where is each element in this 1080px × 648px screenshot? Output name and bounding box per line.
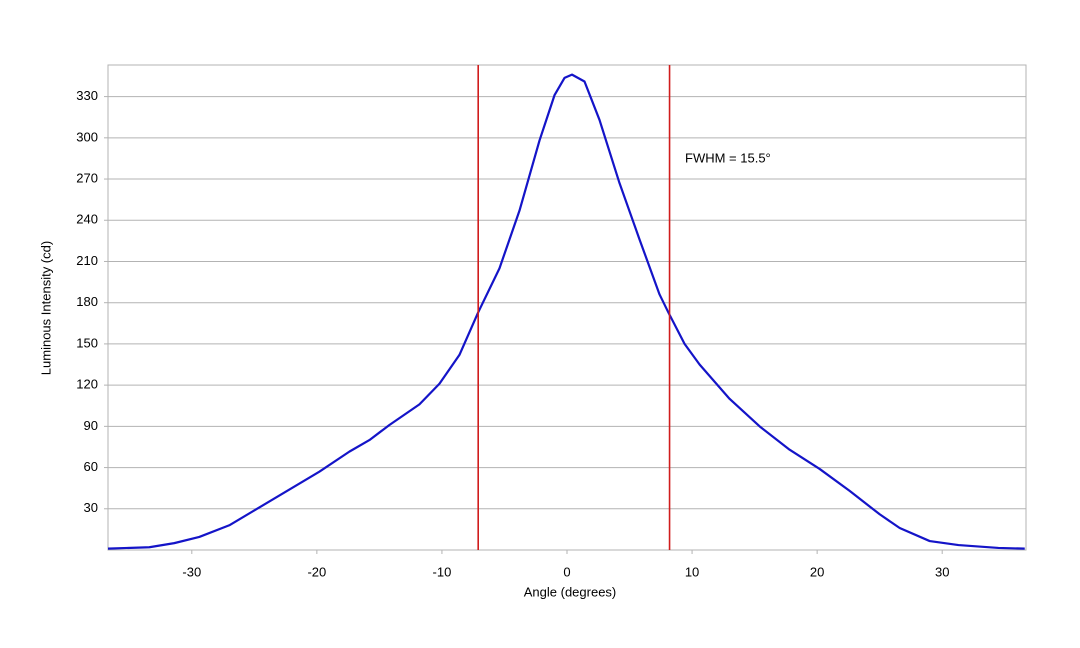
annotation: FWHM = 15.5° (685, 150, 771, 165)
y-tick-label: 330 (76, 88, 98, 103)
y-tick-label: 90 (84, 418, 98, 433)
y-tick-label: 60 (84, 459, 98, 474)
y-tick-label: 150 (76, 335, 98, 350)
x-tick-label: 10 (685, 564, 699, 579)
y-tick-label: 300 (76, 129, 98, 144)
data-line (107, 73, 1025, 550)
x-tick-label: 20 (810, 564, 824, 579)
y-tick-label: 270 (76, 170, 98, 185)
x-tick-label: 0 (563, 564, 570, 579)
x-tick-label: 30 (935, 564, 949, 579)
x-tick-label: -30 (182, 564, 201, 579)
y-tick-label: 210 (76, 253, 98, 268)
y-axis-label: Luminous Intensity (cd) (38, 241, 53, 375)
y-tick-label: 180 (76, 294, 98, 309)
y-tick-label: 30 (84, 500, 98, 515)
y-tick-label: 240 (76, 212, 98, 227)
x-axis-label: Angle (degrees) (524, 584, 617, 599)
plot-frame (107, 64, 1027, 551)
x-tick-label: -20 (307, 564, 326, 579)
x-tick-label: -10 (433, 564, 452, 579)
y-tick-label: 120 (76, 377, 98, 392)
